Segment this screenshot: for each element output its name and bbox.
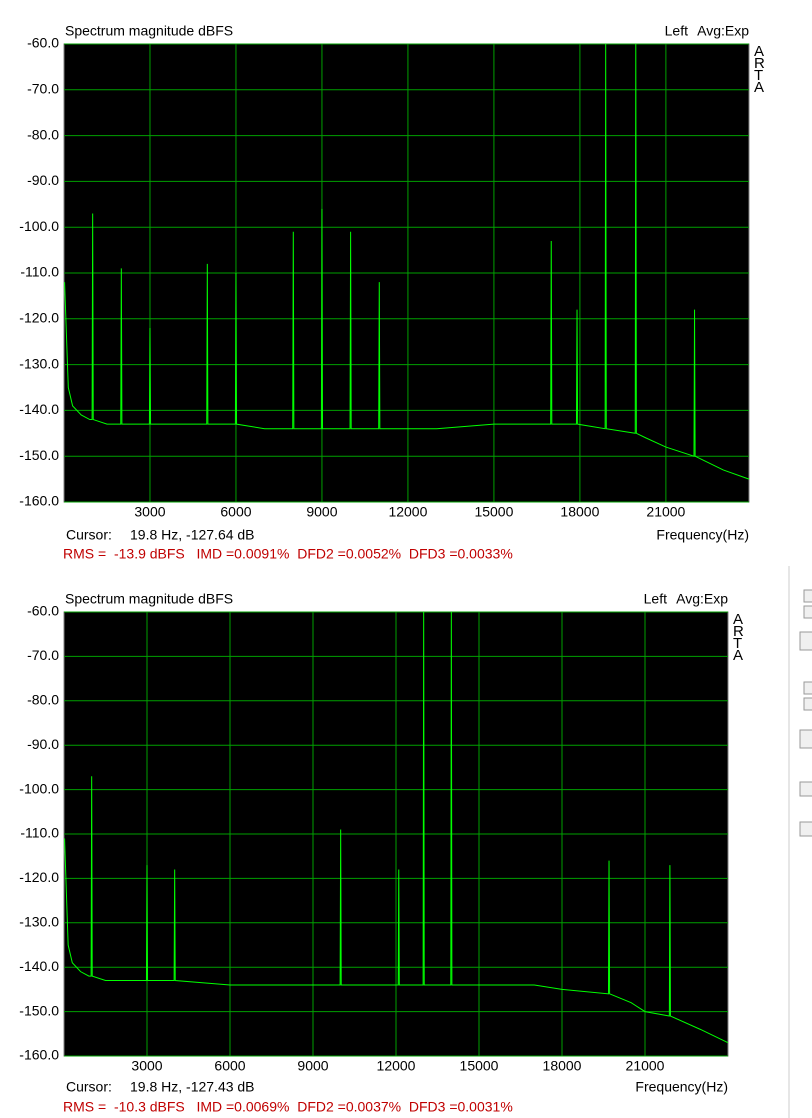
x-tick-label: 15000: [474, 504, 513, 520]
y-tick-label: -90.0: [27, 172, 59, 188]
x-tick-label: 12000: [388, 504, 427, 520]
x-tick-label: 6000: [220, 504, 251, 520]
y-tick-label: -90.0: [27, 736, 59, 752]
y-tick-label: -140.0: [19, 958, 59, 974]
spectrum-line: [64, 611, 729, 1044]
y-tick-label: -80.0: [27, 126, 59, 142]
y-tick-label: -150.0: [19, 1002, 59, 1018]
y-tick-label: -160.0: [19, 1047, 59, 1063]
cursor-value: 19.8 Hz, -127.43 dB: [130, 1079, 255, 1095]
stats: RMS = -10.3 dBFS IMD =0.0069% DFD2 =0.00…: [63, 1099, 513, 1115]
y-tick-label: -100.0: [19, 780, 59, 796]
x-tick-label: 21000: [646, 504, 685, 520]
x-tick-label: 15000: [460, 1058, 499, 1074]
y-tick-label: -130.0: [19, 914, 59, 930]
x-axis-label: Frequency(Hz): [656, 527, 749, 543]
y-tick-label: -120.0: [19, 310, 59, 326]
y-tick-label: -70.0: [27, 81, 59, 97]
spectrum-line: [64, 43, 750, 480]
x-axis-label: Frequency(Hz): [635, 1079, 728, 1095]
cursor-label: Cursor:: [66, 527, 112, 543]
brand: ARTA: [733, 611, 744, 664]
y-tick-label: -80.0: [27, 692, 59, 708]
x-tick-label: 9000: [297, 1058, 328, 1074]
x-tick-label: 12000: [377, 1058, 416, 1074]
y-tick-label: -130.0: [19, 355, 59, 371]
averaging: Avg:Exp: [676, 591, 728, 607]
y-tick-label: -160.0: [19, 493, 59, 509]
y-tick-label: -150.0: [19, 447, 59, 463]
chart-title: Spectrum magnitude dBFS: [65, 591, 233, 607]
y-tick-label: -110.0: [20, 264, 59, 280]
averaging: Avg:Exp: [697, 23, 749, 39]
brand: ARTA: [754, 43, 765, 96]
channel: Left: [644, 591, 667, 607]
y-tick-label: -110.0: [20, 825, 59, 841]
x-tick-label: 3000: [131, 1058, 162, 1074]
y-tick-label: -140.0: [19, 401, 59, 417]
x-tick-label: 18000: [543, 1058, 582, 1074]
y-tick-label: -60.0: [27, 35, 59, 51]
y-tick-label: -70.0: [27, 647, 59, 663]
x-tick-label: 18000: [560, 504, 599, 520]
cursor-value: 19.8 Hz, -127.64 dB: [130, 527, 255, 543]
channel: Left: [665, 23, 688, 39]
cursor-label: Cursor:: [66, 1079, 112, 1095]
stats: RMS = -13.9 dBFS IMD =0.0091% DFD2 =0.00…: [63, 546, 513, 562]
chart-title: Spectrum magnitude dBFS: [65, 23, 233, 39]
y-tick-label: -100.0: [19, 218, 59, 234]
x-tick-label: 6000: [214, 1058, 245, 1074]
y-tick-label: -60.0: [27, 603, 59, 619]
side-panel: [788, 566, 812, 1118]
y-tick-label: -120.0: [19, 869, 59, 885]
x-tick-label: 21000: [626, 1058, 665, 1074]
x-tick-label: 3000: [134, 504, 165, 520]
x-tick-label: 9000: [306, 504, 337, 520]
